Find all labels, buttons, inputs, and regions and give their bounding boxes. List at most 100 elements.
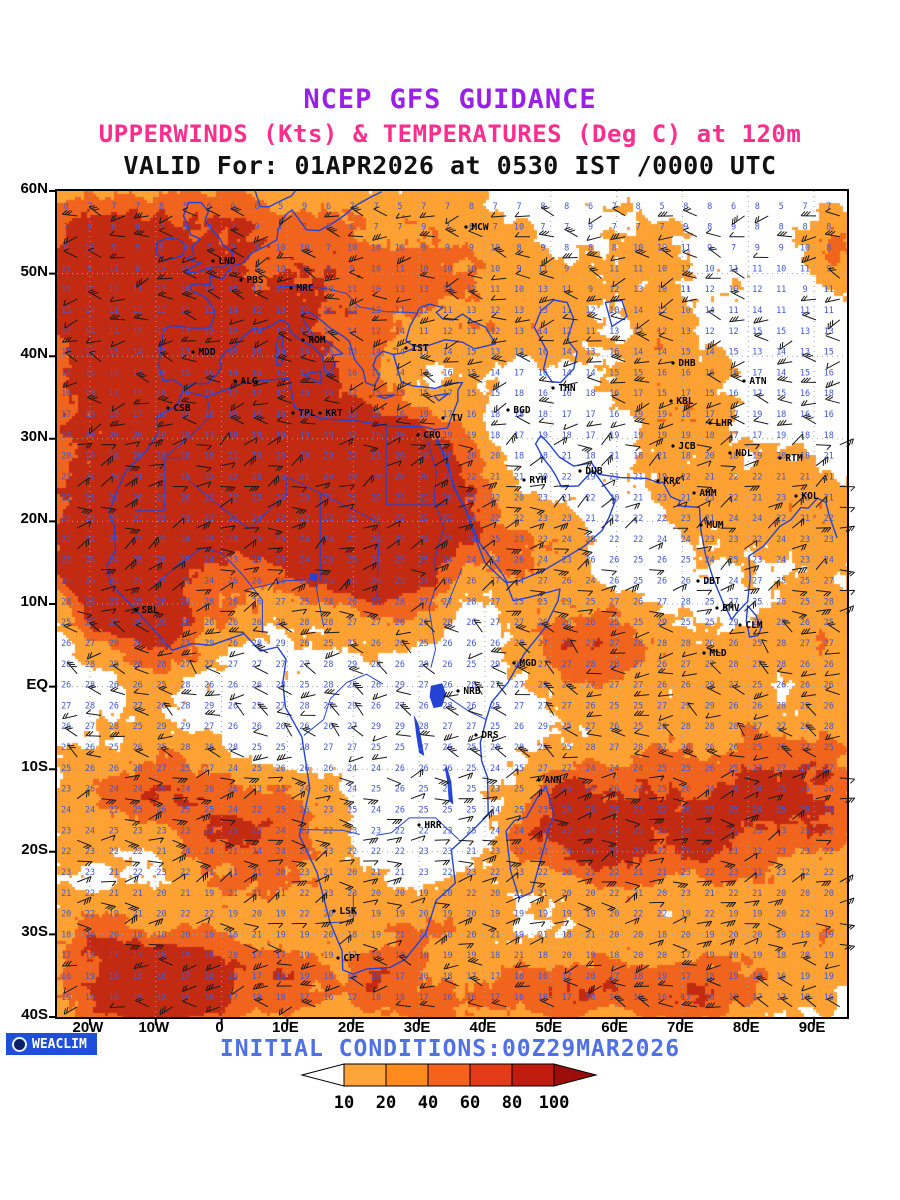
svg-text:10: 10 bbox=[705, 264, 715, 274]
svg-text:23: 23 bbox=[681, 514, 691, 524]
svg-text:15: 15 bbox=[728, 348, 738, 358]
svg-text:21: 21 bbox=[276, 889, 286, 899]
svg-text:24: 24 bbox=[728, 577, 738, 587]
svg-text:27: 27 bbox=[657, 701, 667, 711]
city-marker bbox=[669, 399, 673, 403]
svg-text:14: 14 bbox=[657, 348, 667, 358]
svg-text:27: 27 bbox=[347, 618, 357, 628]
svg-text:28: 28 bbox=[657, 639, 667, 649]
svg-text:18: 18 bbox=[156, 431, 166, 441]
svg-text:12: 12 bbox=[490, 306, 500, 316]
svg-text:27: 27 bbox=[514, 681, 524, 691]
svg-text:27: 27 bbox=[276, 701, 286, 711]
coastlines bbox=[106, 190, 838, 975]
svg-text:25: 25 bbox=[562, 785, 572, 795]
svg-text:20: 20 bbox=[562, 951, 572, 961]
svg-text:20: 20 bbox=[728, 951, 738, 961]
city-label: JCB bbox=[678, 441, 695, 452]
svg-text:21: 21 bbox=[180, 514, 190, 524]
svg-text:16: 16 bbox=[466, 993, 476, 1003]
svg-text:12: 12 bbox=[585, 306, 595, 316]
city-label: KRT bbox=[325, 408, 342, 419]
svg-text:17: 17 bbox=[514, 431, 524, 441]
city-label: DRS bbox=[481, 730, 498, 741]
svg-text:15: 15 bbox=[657, 389, 667, 399]
svg-text:12: 12 bbox=[419, 306, 429, 316]
city-label: RYH bbox=[529, 475, 546, 486]
city-label: IST bbox=[411, 343, 428, 354]
svg-text:14: 14 bbox=[442, 348, 452, 358]
svg-text:25: 25 bbox=[681, 618, 691, 628]
svg-text:6: 6 bbox=[254, 202, 259, 212]
svg-text:26: 26 bbox=[156, 556, 166, 566]
svg-text:22: 22 bbox=[156, 535, 166, 545]
svg-text:19: 19 bbox=[776, 431, 786, 441]
svg-text:6: 6 bbox=[469, 223, 474, 233]
svg-text:18: 18 bbox=[633, 452, 643, 462]
svg-text:10: 10 bbox=[371, 264, 381, 274]
svg-text:20: 20 bbox=[776, 452, 786, 462]
svg-text:25: 25 bbox=[180, 577, 190, 587]
svg-text:23: 23 bbox=[752, 556, 762, 566]
svg-text:21: 21 bbox=[752, 868, 762, 878]
svg-text:17: 17 bbox=[109, 951, 119, 961]
svg-text:23: 23 bbox=[204, 514, 214, 524]
svg-text:28: 28 bbox=[824, 597, 834, 607]
svg-text:17: 17 bbox=[347, 431, 357, 441]
svg-text:17: 17 bbox=[347, 993, 357, 1003]
svg-text:15: 15 bbox=[180, 368, 190, 378]
svg-text:23: 23 bbox=[705, 493, 715, 503]
svg-text:22: 22 bbox=[633, 847, 643, 857]
svg-text:18: 18 bbox=[85, 389, 95, 399]
svg-text:20: 20 bbox=[562, 868, 572, 878]
svg-text:20: 20 bbox=[395, 473, 405, 483]
svg-text:25: 25 bbox=[800, 577, 810, 587]
svg-text:23: 23 bbox=[252, 785, 262, 795]
svg-text:9: 9 bbox=[588, 285, 593, 295]
svg-text:19: 19 bbox=[85, 452, 95, 462]
svg-text:15: 15 bbox=[466, 368, 476, 378]
svg-text:23: 23 bbox=[347, 889, 357, 899]
svg-text:20: 20 bbox=[633, 930, 643, 940]
svg-text:22: 22 bbox=[419, 493, 429, 503]
svg-text:16: 16 bbox=[466, 410, 476, 420]
svg-text:16: 16 bbox=[204, 993, 214, 1003]
svg-text:19: 19 bbox=[800, 972, 810, 982]
svg-text:16: 16 bbox=[442, 368, 452, 378]
svg-text:26: 26 bbox=[276, 764, 286, 774]
svg-text:28: 28 bbox=[133, 660, 143, 670]
svg-text:12: 12 bbox=[299, 306, 309, 316]
svg-text:11: 11 bbox=[419, 327, 429, 337]
svg-text:8: 8 bbox=[564, 202, 569, 212]
svg-text:29: 29 bbox=[276, 639, 286, 649]
svg-text:18: 18 bbox=[514, 452, 524, 462]
svg-text:9: 9 bbox=[421, 223, 426, 233]
svg-text:20: 20 bbox=[133, 431, 143, 441]
svg-text:28: 28 bbox=[585, 743, 595, 753]
svg-text:17: 17 bbox=[276, 951, 286, 961]
svg-text:22: 22 bbox=[252, 826, 262, 836]
city-label: AHM bbox=[699, 488, 716, 499]
svg-text:19: 19 bbox=[585, 910, 595, 920]
svg-text:18: 18 bbox=[538, 993, 548, 1003]
city-marker bbox=[692, 491, 696, 495]
svg-text:25: 25 bbox=[156, 639, 166, 649]
lon-tick-label: 60E bbox=[601, 1019, 628, 1036]
svg-text:7: 7 bbox=[207, 244, 212, 254]
svg-text:12: 12 bbox=[442, 327, 452, 337]
city-marker bbox=[696, 579, 700, 583]
city-marker bbox=[166, 406, 170, 410]
svg-text:28: 28 bbox=[776, 701, 786, 711]
svg-text:27: 27 bbox=[323, 701, 333, 711]
svg-text:13: 13 bbox=[466, 306, 476, 316]
svg-text:24: 24 bbox=[514, 826, 524, 836]
country-borders bbox=[135, 285, 487, 924]
svg-text:20: 20 bbox=[323, 452, 333, 462]
svg-text:20: 20 bbox=[228, 951, 238, 961]
svg-text:23: 23 bbox=[585, 847, 595, 857]
svg-text:8: 8 bbox=[469, 202, 474, 212]
svg-text:23: 23 bbox=[490, 847, 500, 857]
svg-text:27: 27 bbox=[514, 701, 524, 711]
svg-text:17: 17 bbox=[514, 368, 524, 378]
svg-text:17: 17 bbox=[728, 431, 738, 441]
